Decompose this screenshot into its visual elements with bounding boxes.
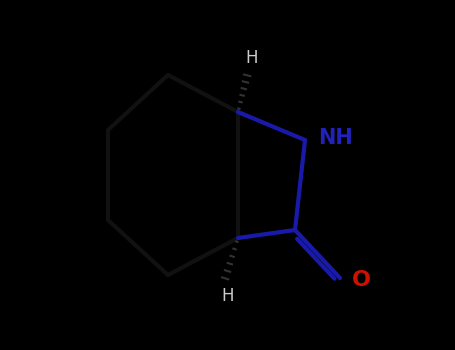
Text: H: H <box>222 287 234 305</box>
Text: NH: NH <box>318 128 353 148</box>
Text: O: O <box>352 270 371 290</box>
Text: H: H <box>246 49 258 67</box>
